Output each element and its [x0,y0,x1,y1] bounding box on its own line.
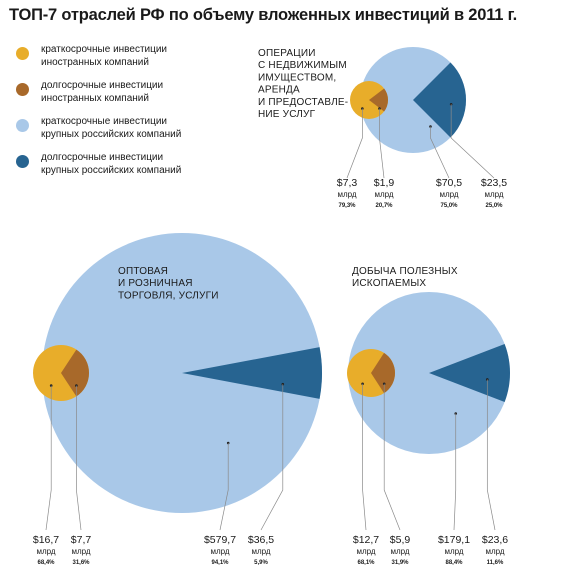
legend-label: долгосрочные инвестиции иностранных компа… [41,80,164,104]
pie-slice-foreign-long [369,88,388,112]
value-label-russian-long: $36,5 [248,534,274,546]
percent-label-russian-long: 25,0% [485,203,503,209]
value-label-russian-short: $179,1 [438,534,470,546]
legend-item-long-foreign: долгосрочные инвестиции иностранных компа… [16,80,256,116]
value-label-foreign-long: $7,7 [71,534,92,546]
category-label-line: ОПТОВАЯ [118,266,168,277]
unit-label-foreign-short: млрд [36,547,55,556]
category-label-line: И РОЗНИЧНАЯ [118,278,193,289]
percent-label-foreign-short: 79,3% [338,203,356,209]
percent-label-foreign-short: 68,4% [37,560,55,566]
leader-line-russian-long [260,384,284,531]
leader-line-foreign-short [362,383,367,531]
legend: краткосрочные инвестиции иностранных комп… [16,44,256,188]
pie-slice-russian-long [182,347,322,399]
legend-swatch [16,47,29,60]
pie-slice-foreign-long [371,352,395,394]
leader-line-russian-short [430,126,450,179]
value-label-foreign-long: $1,9 [374,177,395,189]
pie-slice-foreign-long [61,349,89,397]
leader-line-russian-long [450,104,495,179]
leader-dot-russian-long [449,102,453,106]
legend-item-short-russian: краткосрочные инвестиции крупных российск… [16,116,256,152]
leader-line-foreign-short [45,385,52,531]
percent-label-foreign-long: 20,7% [375,203,393,209]
category-label-line: И ПРЕДОСТАВЛЕ- [258,97,348,108]
unit-label-russian-long: млрд [485,547,504,556]
percent-label-russian-short: 88,4% [445,560,463,566]
percent-label-foreign-long: 31,6% [72,560,90,566]
legend-swatch [16,155,29,168]
legend-label: долгосрочные инвестиции крупных российски… [41,152,182,176]
category-label-line: ОПЕРАЦИИ [258,48,316,59]
unit-label-russian-short: млрд [444,547,463,556]
value-label-foreign-short: $7,3 [337,177,358,189]
unit-label-russian-short: млрд [210,547,229,556]
legend-label: краткосрочные инвестиции иностранных комп… [41,44,168,68]
value-label-russian-short: $579,7 [204,534,236,546]
percent-label-foreign-short: 68,1% [357,560,375,566]
value-label-foreign-short: $12,7 [353,534,379,546]
unit-label-foreign-long: млрд [390,547,409,556]
category-label-line: НИЕ УСЛУГ [258,109,316,120]
value-label-russian-long: $23,6 [482,534,508,546]
category-label-line: ТОРГОВЛЯ, УСЛУГИ [118,290,219,301]
legend-swatch [16,83,29,96]
pie-slice-russian-long [429,344,510,402]
percent-label-russian-short: 94,1% [211,560,229,566]
category-label-line: ИСКОПАЕМЫХ [352,278,426,289]
unit-label-foreign-long: млрд [374,190,393,199]
unit-label-russian-long: млрд [484,190,503,199]
percent-label-russian-long: 11,6% [487,560,504,566]
unit-label-foreign-short: млрд [337,190,356,199]
category-label-line: ИМУЩЕСТВОМ, [258,72,336,83]
percent-label-foreign-long: 31,9% [391,560,409,566]
leader-line-foreign-short [346,108,363,179]
leader-line-russian-long [486,379,496,531]
value-label-russian-long: $23,5 [481,177,507,189]
legend-item-long-russian: долгосрочные инвестиции крупных российски… [16,152,256,188]
unit-label-russian-short: млрд [439,190,458,199]
legend-item-short-foreign: краткосрочные инвестиции иностранных комп… [16,44,256,80]
chart-title: ТОП-7 отраслей РФ по объему вложенных ин… [9,6,518,24]
pie-slice-russian-long [413,62,467,138]
category-label-line: С НЕДВИЖИМЫМ [258,60,347,71]
unit-label-russian-long: млрд [251,547,270,556]
leader-line-russian-short [219,443,229,531]
leader-line-foreign-long [383,383,401,531]
leader-line-foreign-long [76,385,82,531]
unit-label-foreign-short: млрд [356,547,375,556]
value-label-foreign-short: $16,7 [33,534,59,546]
leader-line-russian-short [453,413,457,531]
leader-line-foreign-long [379,108,385,179]
value-label-foreign-long: $5,9 [390,534,411,546]
value-label-russian-short: $70,5 [436,177,462,189]
percent-label-russian-long: 5,9% [254,560,268,566]
legend-label: краткосрочные инвестиции крупных российск… [41,116,182,140]
category-label-line: АРЕНДА [258,85,300,96]
legend-swatch [16,119,29,132]
percent-label-russian-short: 75,0% [440,203,458,209]
unit-label-foreign-long: млрд [71,547,90,556]
category-label-line: ДОБЫЧА ПОЛЕЗНЫХ [352,266,458,277]
